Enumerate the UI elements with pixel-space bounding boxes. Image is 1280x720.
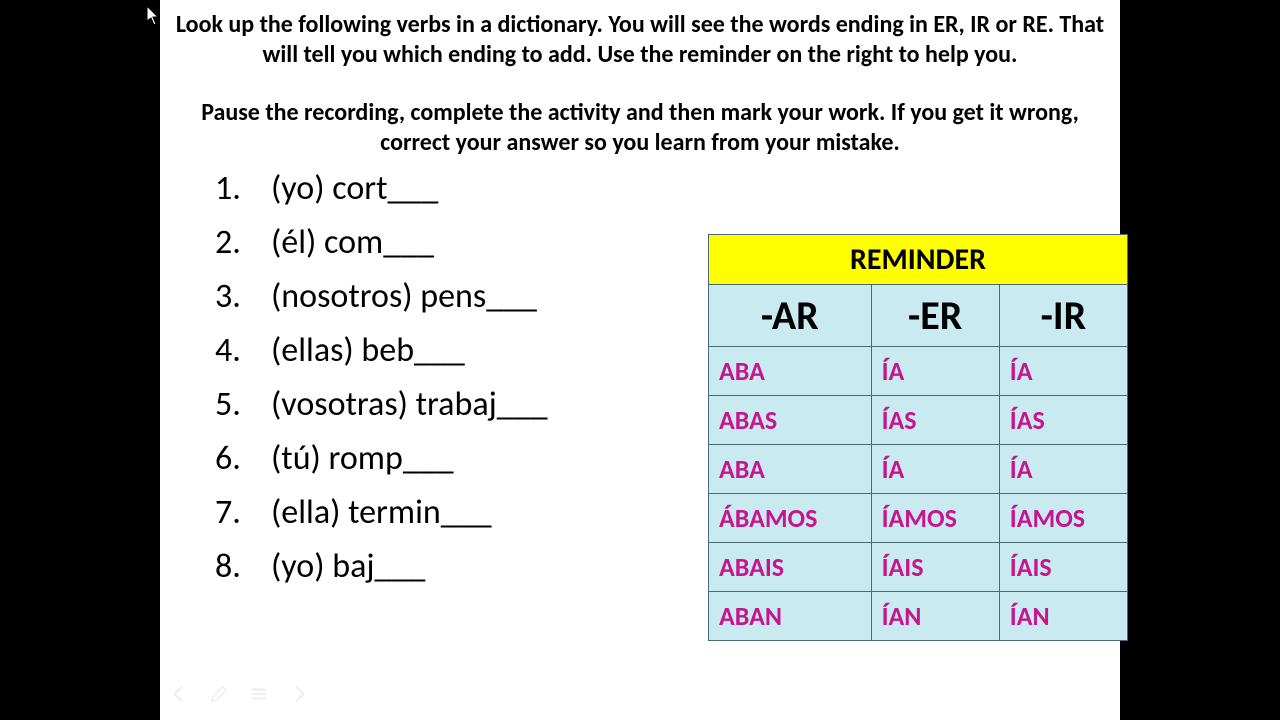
ending-cell: ABAIS — [719, 551, 784, 583]
list-item: 1.(yo) cort___ — [215, 168, 548, 209]
item-text: (él) com___ — [271, 222, 434, 263]
ending-cell: ÍAIS — [1010, 551, 1052, 583]
ending-cell: ÍA — [1010, 355, 1033, 387]
item-text: (yo) baj___ — [271, 546, 425, 587]
item-text: (tú) romp___ — [271, 438, 454, 479]
item-number: 4. — [215, 330, 271, 371]
item-number: 1. — [215, 168, 271, 209]
list-item: 5.(vosotras) trabaj___ — [215, 384, 548, 425]
ending-cell: ÁBAMOS — [719, 502, 817, 534]
item-text: (nosotros) pens___ — [271, 276, 537, 317]
next-slide-icon[interactable] — [288, 683, 310, 710]
ending-cell: ABA — [719, 355, 765, 387]
menu-icon[interactable] — [248, 683, 270, 710]
ending-cell: ÍA — [882, 453, 905, 485]
prev-slide-icon[interactable] — [168, 683, 190, 710]
item-number: 2. — [215, 222, 271, 263]
item-number: 3. — [215, 276, 271, 317]
reminder-header-er: -ER — [871, 285, 999, 347]
reminder-header-ar: -AR — [709, 285, 872, 347]
list-item: 7.(ella) termin___ — [215, 492, 548, 533]
instructions-block: Look up the following verbs in a diction… — [175, 10, 1105, 186]
ending-cell: ÍAS — [882, 404, 917, 436]
mouse-cursor-icon — [147, 6, 161, 31]
ending-cell: ÍAN — [1010, 600, 1050, 632]
instruction-line-1: Look up the following verbs in a diction… — [175, 10, 1105, 70]
slide: Look up the following verbs in a diction… — [160, 0, 1120, 720]
ending-cell: ÍAMOS — [1010, 502, 1085, 534]
item-number: 5. — [215, 384, 271, 425]
ending-cell: ABAN — [719, 600, 782, 632]
ending-cell: ABAS — [719, 404, 777, 436]
item-text: (ella) termin___ — [271, 492, 492, 533]
ending-cell: ÍAMOS — [882, 502, 957, 534]
ending-cell: ÍA — [1010, 453, 1033, 485]
list-item: 6.(tú) romp___ — [215, 438, 548, 479]
list-item: 4.(ellas) beb___ — [215, 330, 548, 371]
item-text: (yo) cort___ — [271, 168, 438, 209]
item-text: (vosotras) trabaj___ — [271, 384, 548, 425]
exercise-list: 1.(yo) cort___ 2.(él) com___ 3.(nosotros… — [215, 168, 548, 600]
slideshow-controls — [168, 683, 310, 710]
pen-icon[interactable] — [208, 683, 230, 710]
reminder-header-ir: -IR — [999, 285, 1127, 347]
item-number: 6. — [215, 438, 271, 479]
ending-cell: ÍAN — [882, 600, 922, 632]
reminder-title: REMINDER — [709, 235, 1128, 285]
instruction-line-2: Pause the recording, complete the activi… — [175, 98, 1105, 158]
ending-cell: ÍAS — [1010, 404, 1045, 436]
item-number: 7. — [215, 492, 271, 533]
list-item: 3.(nosotros) pens___ — [215, 276, 548, 317]
ending-cell: ÍA — [882, 355, 905, 387]
list-item: 8.(yo) baj___ — [215, 546, 548, 587]
list-item: 2.(él) com___ — [215, 222, 548, 263]
ending-cell: ABA — [719, 453, 765, 485]
ending-cell: ÍAIS — [882, 551, 924, 583]
reminder-table: REMINDER -AR -ER -IR ABAÍAÍA ABASÍASÍAS … — [708, 234, 1128, 641]
item-number: 8. — [215, 546, 271, 587]
item-text: (ellas) beb___ — [271, 330, 465, 371]
